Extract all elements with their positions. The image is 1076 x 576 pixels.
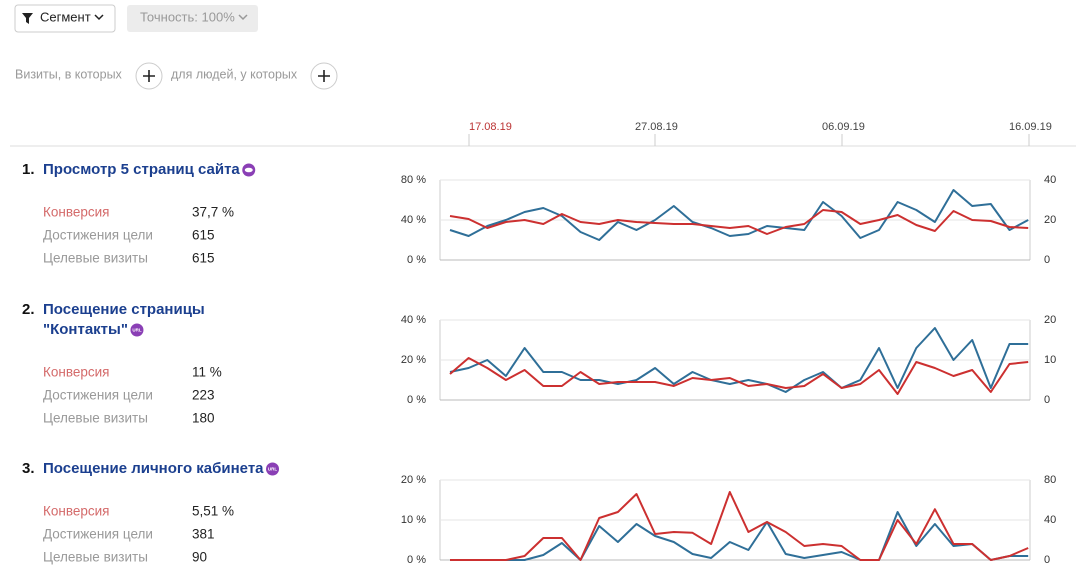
stat-label: Целевые визиты — [43, 251, 148, 266]
goal-title[interactable]: Посещение личного кабинета — [43, 460, 264, 477]
stat-value: 381 — [192, 527, 215, 542]
y2-tick-label: 20 — [1044, 314, 1056, 326]
y2-tick-label: 40 — [1044, 174, 1056, 186]
y-tick-label: 80 % — [401, 174, 426, 186]
stat-label: Конверсия — [43, 365, 109, 380]
chevron — [238, 14, 248, 21]
goal-icon-label: URL — [132, 328, 141, 333]
y2-tick-label: 40 — [1044, 514, 1056, 526]
y-tick-label: 0 % — [407, 394, 426, 406]
stat-value: 90 — [192, 550, 207, 565]
series-line — [449, 189, 1029, 241]
stat-label: Достижения цели — [43, 228, 153, 243]
series-line — [449, 357, 1029, 395]
filter-visits: Визиты, в которых — [15, 67, 123, 81]
goal-title[interactable]: "Контакты" — [43, 321, 128, 338]
stat-value: 37,7 % — [192, 205, 234, 220]
y2-tick-label: 0 — [1044, 254, 1050, 266]
goal-title[interactable]: Посещение страницы — [43, 301, 205, 318]
date-label: 17.08.19 — [469, 121, 512, 133]
y-tick-label: 40 % — [401, 214, 426, 226]
goal-icon-label: URL — [268, 467, 277, 472]
stat-label: Достижения цели — [43, 388, 153, 403]
y2-tick-label: 0 — [1044, 394, 1050, 406]
filter-icon — [22, 13, 33, 24]
y-tick-label: 40 % — [401, 314, 426, 326]
stat-label: Достижения цели — [43, 527, 153, 542]
stat-value: 615 — [192, 228, 215, 243]
filter-people: для людей, у которых — [171, 67, 298, 81]
accuracy-button[interactable] — [127, 5, 258, 32]
series-line — [449, 209, 1029, 235]
y2-tick-label: 0 — [1044, 554, 1050, 566]
series-line — [450, 491, 1029, 561]
segment-label: Сегмент — [40, 9, 91, 24]
y-tick-label: 20 % — [401, 474, 426, 486]
y-tick-label: 20 % — [401, 354, 426, 366]
stat-value: 180 — [192, 411, 215, 426]
eye-icon — [244, 167, 253, 173]
series-line — [450, 511, 1029, 561]
segment-button[interactable] — [14, 4, 116, 33]
y-tick-label: 10 % — [401, 514, 426, 526]
goal-number: 1. — [22, 161, 35, 178]
date-label: 06.09.19 — [822, 121, 865, 133]
stat-label: Конверсия — [43, 504, 109, 519]
goal-icon — [266, 462, 280, 476]
y-tick-label: 0 % — [407, 554, 426, 566]
stat-label: Целевые визиты — [43, 550, 148, 565]
y2-tick-label: 80 — [1044, 474, 1056, 486]
chevron — [94, 14, 104, 21]
goal-number: 2. — [22, 301, 35, 318]
y2-tick-label: 10 — [1044, 354, 1056, 366]
goal-title[interactable]: Просмотр 5 страниц сайта — [43, 161, 240, 178]
stat-label: Конверсия — [43, 205, 109, 220]
stat-label: Целевые визиты — [43, 411, 148, 426]
date-label: 27.08.19 — [635, 121, 678, 133]
date-label: 16.09.19 — [1009, 121, 1052, 133]
accuracy-label: Точность: 100% — [140, 9, 235, 24]
y2-tick-label: 20 — [1044, 214, 1056, 226]
stat-value: 615 — [192, 251, 215, 266]
y-tick-label: 0 % — [407, 254, 426, 266]
goal-number: 3. — [22, 460, 35, 477]
goal-icon — [130, 323, 144, 337]
plus — [143, 70, 155, 82]
plus — [318, 70, 330, 82]
stat-value: 223 — [192, 388, 215, 403]
stat-value: 5,51 % — [192, 504, 234, 519]
stat-value: 11 % — [192, 365, 222, 380]
